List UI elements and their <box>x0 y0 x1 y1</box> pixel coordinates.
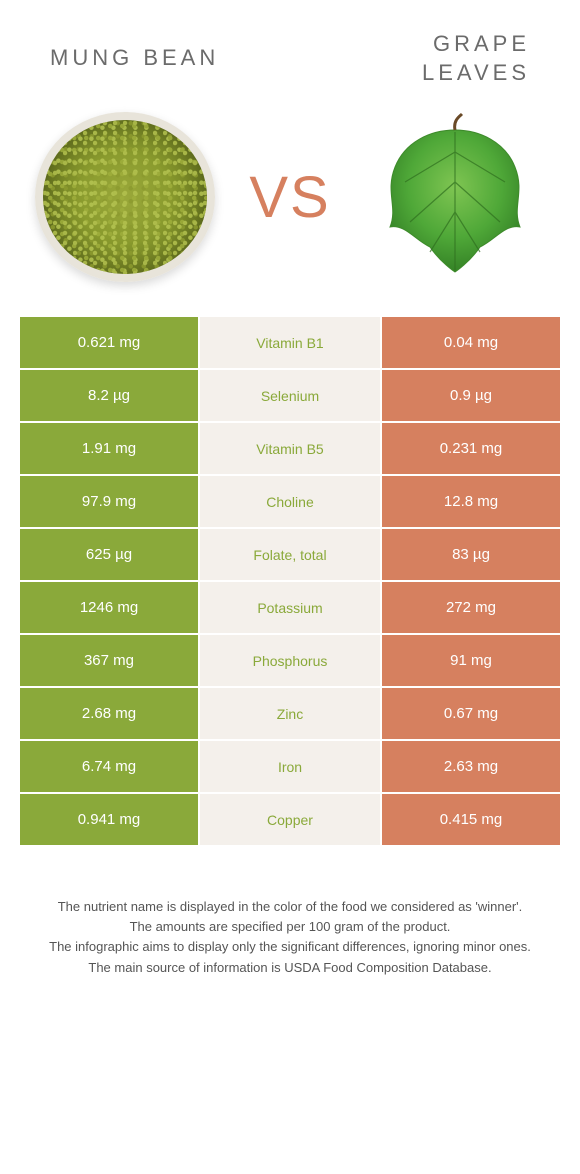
footer-line: The infographic aims to display only the… <box>20 937 560 957</box>
left-value: 0.621 mg <box>20 317 200 368</box>
nutrient-name: Iron <box>200 741 380 792</box>
comparison-infographic: MUNG BEAN GRAPE LEAVES VS <box>0 0 580 978</box>
nutrient-name: Copper <box>200 794 380 845</box>
left-value: 1246 mg <box>20 582 200 633</box>
title-left: MUNG BEAN <box>40 44 290 73</box>
right-value: 91 mg <box>380 635 560 686</box>
left-value: 1.91 mg <box>20 423 200 474</box>
nutrient-name: Selenium <box>200 370 380 421</box>
grape-leaf-image <box>360 107 550 287</box>
right-value: 272 mg <box>380 582 560 633</box>
table-row: 8.2 µgSelenium0.9 µg <box>20 370 560 423</box>
mung-bean-bowl-icon <box>35 112 215 282</box>
nutrient-name: Phosphorus <box>200 635 380 686</box>
table-row: 0.621 mgVitamin B10.04 mg <box>20 317 560 370</box>
table-row: 367 mgPhosphorus91 mg <box>20 635 560 688</box>
table-row: 1246 mgPotassium272 mg <box>20 582 560 635</box>
table-row: 2.68 mgZinc0.67 mg <box>20 688 560 741</box>
right-value: 2.63 mg <box>380 741 560 792</box>
left-value: 8.2 µg <box>20 370 200 421</box>
footer-line: The amounts are specified per 100 gram o… <box>20 917 560 937</box>
table-row: 97.9 mgCholine12.8 mg <box>20 476 560 529</box>
table-row: 0.941 mgCopper0.415 mg <box>20 794 560 847</box>
left-value: 97.9 mg <box>20 476 200 527</box>
left-value: 6.74 mg <box>20 741 200 792</box>
nutrient-name: Choline <box>200 476 380 527</box>
table-row: 625 µgFolate, total83 µg <box>20 529 560 582</box>
titles-row: MUNG BEAN GRAPE LEAVES <box>0 0 580 97</box>
left-value: 0.941 mg <box>20 794 200 845</box>
right-value: 12.8 mg <box>380 476 560 527</box>
right-value: 0.231 mg <box>380 423 560 474</box>
left-value: 625 µg <box>20 529 200 580</box>
nutrient-name: Vitamin B1 <box>200 317 380 368</box>
table-row: 6.74 mgIron2.63 mg <box>20 741 560 794</box>
nutrient-name: Potassium <box>200 582 380 633</box>
footer-notes: The nutrient name is displayed in the co… <box>20 897 560 978</box>
nutrient-name: Folate, total <box>200 529 380 580</box>
right-value: 0.9 µg <box>380 370 560 421</box>
left-value: 367 mg <box>20 635 200 686</box>
title-right: GRAPE LEAVES <box>290 30 540 87</box>
right-value: 0.415 mg <box>380 794 560 845</box>
footer-line: The main source of information is USDA F… <box>20 958 560 978</box>
nutrient-name: Zinc <box>200 688 380 739</box>
table-row: 1.91 mgVitamin B50.231 mg <box>20 423 560 476</box>
hero-row: VS <box>0 97 580 317</box>
nutrient-table: 0.621 mgVitamin B10.04 mg8.2 µgSelenium0… <box>20 317 560 847</box>
right-value: 0.04 mg <box>380 317 560 368</box>
mung-bean-image <box>30 107 220 287</box>
grape-leaf-icon <box>370 112 540 282</box>
right-value: 83 µg <box>380 529 560 580</box>
footer-line: The nutrient name is displayed in the co… <box>20 897 560 917</box>
vs-label: VS <box>249 164 330 231</box>
right-value: 0.67 mg <box>380 688 560 739</box>
nutrient-name: Vitamin B5 <box>200 423 380 474</box>
left-value: 2.68 mg <box>20 688 200 739</box>
